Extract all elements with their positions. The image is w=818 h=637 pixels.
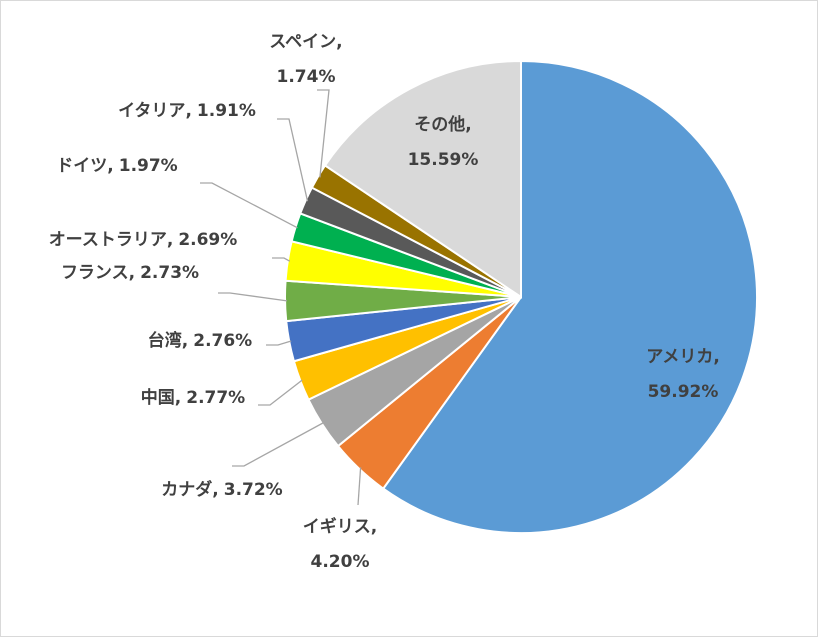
value-label: 2.76% — [193, 331, 252, 351]
category-label: カナダ — [161, 479, 212, 500]
label-separator: , — [465, 115, 471, 135]
data-label: フランス, 2.73% — [61, 263, 199, 283]
data-label: 中国, 2.77% — [141, 387, 245, 408]
label-separator: , — [336, 32, 342, 52]
leader-line — [218, 292, 288, 302]
category-label: その他 — [414, 114, 465, 135]
value-label: 1.74% — [277, 67, 336, 87]
leader-line — [272, 257, 291, 262]
category-label: イタリア — [118, 101, 185, 121]
leader-line — [258, 379, 303, 406]
leader-line — [200, 182, 298, 229]
category-label: 台湾 — [148, 330, 182, 351]
data-label: 台湾, 2.76% — [148, 330, 252, 351]
leader-line — [232, 422, 324, 467]
label-separator: , — [175, 388, 181, 408]
pie-slice — [323, 59, 522, 299]
category-label: スペイン — [269, 32, 336, 52]
value-label: 3.72% — [224, 480, 283, 500]
leader-line — [277, 118, 309, 202]
value-label: 59.92% — [648, 382, 719, 402]
label-separator: , — [185, 101, 191, 121]
label-separator: , — [167, 230, 173, 250]
category-label: 中国 — [141, 387, 175, 408]
data-label: スペイン, 1.74% — [269, 32, 342, 87]
category-label: イギリス — [303, 517, 371, 537]
data-label: イギリス, 4.20% — [303, 517, 377, 572]
value-label: 4.20% — [311, 552, 370, 572]
data-label: アメリカ, 59.92% — [646, 347, 720, 402]
leader-line — [317, 89, 330, 178]
value-label: 2.77% — [186, 388, 245, 408]
data-label: イタリア, 1.91% — [118, 101, 256, 121]
value-label: 15.59% — [408, 150, 479, 170]
value-label: 2.69% — [178, 230, 237, 250]
data-label: カナダ, 3.72% — [161, 479, 282, 500]
data-label: その他, 15.59% — [408, 114, 479, 170]
leader-line — [357, 467, 362, 506]
category-label: オーストラリア — [49, 230, 167, 250]
category-label: ドイツ — [56, 156, 107, 176]
label-separator: , — [107, 156, 113, 176]
leader-line — [266, 340, 292, 346]
label-separator: , — [713, 347, 719, 367]
label-separator: , — [129, 263, 135, 283]
label-separator: , — [182, 331, 188, 351]
value-label: 2.73% — [140, 263, 199, 283]
label-separator: , — [371, 517, 377, 537]
category-label: アメリカ — [646, 347, 713, 367]
value-label: 1.97% — [119, 156, 178, 176]
label-separator: , — [212, 480, 218, 500]
pie-slice — [381, 59, 758, 534]
category-label: フランス — [61, 263, 129, 283]
data-label: オーストラリア, 2.69% — [49, 230, 238, 250]
value-label: 1.91% — [197, 101, 256, 121]
data-label: ドイツ, 1.97% — [56, 156, 177, 176]
